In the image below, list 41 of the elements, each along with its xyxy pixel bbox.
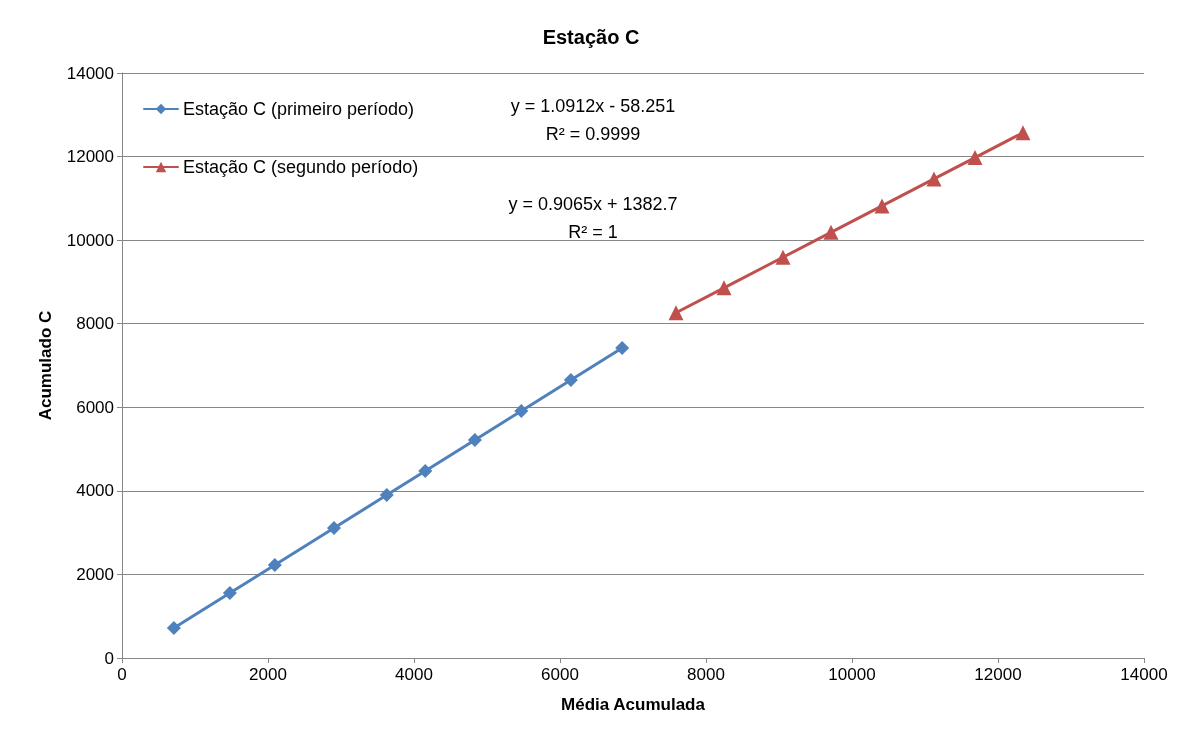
point <box>563 373 578 388</box>
y-tick-label: 8000 <box>76 314 114 334</box>
y-tick-label: 4000 <box>76 481 114 501</box>
point <box>418 464 433 479</box>
point <box>874 198 890 214</box>
x-tick-label: 10000 <box>828 665 876 684</box>
point <box>166 621 181 635</box>
y-tick-label: 0 <box>104 648 114 668</box>
point <box>823 224 839 240</box>
y-tick-label: 6000 <box>76 397 114 417</box>
y-tick-label: 10000 <box>66 230 114 250</box>
annotation: y = 1.0912x - 58.251 R² = 0.9999 <box>510 96 676 144</box>
point <box>467 433 482 447</box>
x-tick-label: 0 <box>117 665 127 684</box>
legend-label: Estação C (segundo período) <box>183 157 419 177</box>
chart-title: Estação C <box>542 26 640 48</box>
x-axis-title: Média Acumulada <box>561 695 706 714</box>
point <box>326 521 341 535</box>
x-tick-label: 6000 <box>541 665 579 684</box>
x-tick-label: 2000 <box>249 665 287 684</box>
y-axis-title: Acumulado C <box>36 310 55 421</box>
x-tick-label: 8000 <box>687 665 725 684</box>
point <box>379 488 394 503</box>
point <box>716 280 732 296</box>
legend-label: Estação C (primeiro período) <box>183 99 415 119</box>
y-tick-label: 14000 <box>66 63 114 83</box>
x-tick-label: 4000 <box>395 665 433 684</box>
point <box>615 341 630 356</box>
y-tick-label: 2000 <box>76 564 114 584</box>
y-tick-label: 12000 <box>66 147 114 167</box>
point <box>967 150 983 166</box>
annotation: y = 0.9065x + 1382.7 R² = 1 <box>508 194 678 242</box>
point <box>926 171 942 187</box>
point <box>514 404 529 419</box>
x-tick-label: 12000 <box>974 665 1022 684</box>
point <box>775 249 791 265</box>
x-tick-label: 14000 <box>1120 665 1168 684</box>
point <box>267 558 282 573</box>
point <box>222 586 237 601</box>
point <box>1015 125 1031 141</box>
point <box>668 305 684 321</box>
